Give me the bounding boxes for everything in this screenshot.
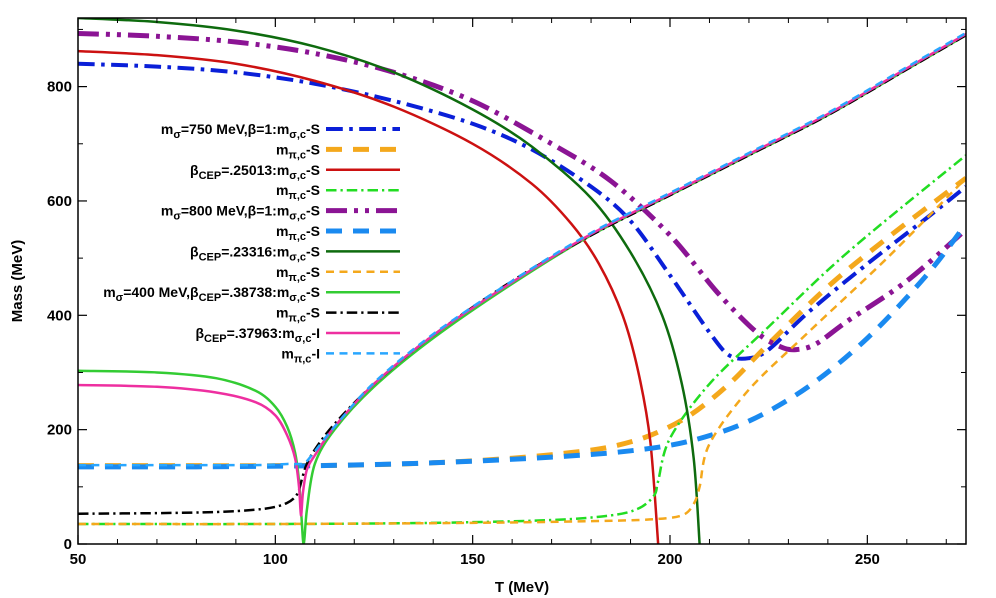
legend-label-4: mπ,c​-S <box>276 182 320 202</box>
series-line-2 <box>78 176 966 469</box>
x-tick-label: 50 <box>70 551 87 568</box>
y-tick-label: 800 <box>47 79 72 96</box>
y-tick-label: 200 <box>47 422 72 439</box>
series-line-3 <box>78 49 660 544</box>
series-line-6 <box>78 222 966 470</box>
x-axis-title: T (MeV) <box>495 579 549 596</box>
series-line-10 <box>78 34 966 515</box>
legend-label-6: mπ,c​-S <box>276 223 320 243</box>
legend-label-9: mσ​=400 MeV,βCEP​=.38738:mσ,c​-S <box>103 284 320 304</box>
axes: 50 100 150 200 250 0 200 400 600 800 <box>47 18 966 568</box>
series-line-8 <box>78 177 966 526</box>
legend-label-1: mσ​=750 MeV,β=1:mσ,c​-S <box>161 121 320 141</box>
series-line-12 <box>78 31 966 467</box>
plot-frame <box>77 17 967 545</box>
series-line-7 <box>78 18 701 544</box>
plot-curves <box>78 18 966 544</box>
series-line-1 <box>78 61 966 361</box>
x-tick-label: 250 <box>855 551 880 568</box>
legend-label-11: βCEP​=.37963:mσ,c​-I <box>195 325 320 345</box>
y-tick-label: 400 <box>47 307 72 324</box>
series-line-4 <box>78 154 966 526</box>
legend-label-5: mσ​=800 MeV,β=1:mσ,c​-S <box>161 203 320 223</box>
legend-label-12: mπ,c​-I <box>281 345 320 365</box>
legend-label-10: mπ,c​-S <box>276 305 320 325</box>
y-axis-title: Mass (MeV) <box>9 240 26 323</box>
x-tick-label: 100 <box>263 551 288 568</box>
x-tick-label: 200 <box>657 551 682 568</box>
legend-label-2: mπ,c​-S <box>276 141 320 161</box>
legend: mσ​=750 MeV,β=1:mσ,c​-Smπ,c​-SβCEP​=.250… <box>103 121 400 365</box>
legend-label-3: βCEP​=.25013:mσ,c​-S <box>190 162 320 182</box>
series-line-5 <box>78 30 966 353</box>
y-tick-label: 600 <box>47 193 72 210</box>
y-tick-label: 0 <box>64 536 72 553</box>
x-tick-label: 150 <box>460 551 485 568</box>
legend-label-8: mπ,c​-S <box>276 264 320 284</box>
legend-label-7: βCEP​=.23316:mσ,c​-S <box>190 243 320 263</box>
